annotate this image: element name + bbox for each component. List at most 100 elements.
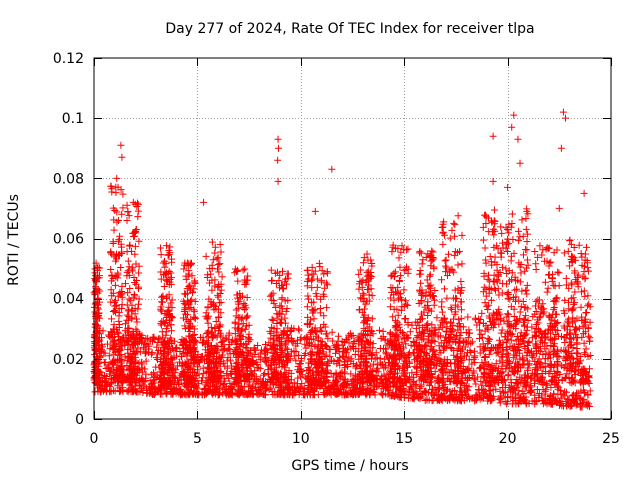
data-point	[149, 382, 157, 390]
data-point	[401, 387, 409, 395]
data-point	[499, 347, 507, 355]
data-point	[566, 399, 574, 407]
data-point	[380, 364, 388, 372]
data-point	[129, 327, 137, 335]
data-point	[268, 315, 276, 323]
data-point	[121, 280, 129, 288]
data-point	[146, 389, 154, 397]
data-point	[207, 323, 215, 331]
data-point	[221, 377, 229, 385]
data-point	[490, 364, 498, 372]
data-point	[480, 345, 488, 353]
data-point	[107, 366, 115, 374]
data-point	[438, 276, 446, 284]
data-point	[407, 383, 415, 391]
data-point	[255, 353, 263, 361]
data-point	[135, 237, 143, 245]
data-point	[464, 313, 472, 321]
data-point	[259, 381, 267, 389]
data-point	[119, 204, 127, 212]
data-point	[470, 369, 478, 377]
data-point	[575, 358, 583, 366]
data-point	[486, 252, 494, 260]
data-point	[249, 391, 257, 399]
data-point	[520, 395, 528, 403]
data-point	[435, 325, 443, 333]
data-point	[382, 375, 390, 383]
data-point	[328, 328, 336, 336]
data-point	[157, 251, 165, 259]
data-point	[504, 294, 512, 302]
data-point	[100, 359, 108, 367]
data-point	[470, 347, 478, 355]
data-point	[294, 362, 302, 370]
data-point	[109, 361, 117, 369]
data-point	[148, 384, 156, 392]
data-point	[249, 357, 257, 365]
data-point	[355, 390, 363, 398]
data-point	[412, 318, 420, 326]
data-point	[411, 393, 419, 401]
data-point	[433, 314, 441, 322]
data-point	[545, 395, 553, 403]
data-point	[107, 266, 115, 274]
data-point	[94, 289, 102, 297]
data-point	[244, 272, 252, 280]
data-point	[261, 356, 269, 364]
data-point	[412, 355, 420, 363]
data-point	[416, 384, 424, 392]
data-point	[404, 245, 412, 253]
data-point	[486, 382, 494, 390]
data-point	[515, 387, 523, 395]
data-point	[100, 372, 108, 380]
data-point	[132, 226, 140, 234]
data-point	[117, 263, 125, 271]
data-point	[107, 286, 115, 294]
data-point	[476, 315, 484, 323]
data-point	[107, 182, 115, 190]
data-point	[379, 391, 387, 399]
data-point	[94, 263, 102, 271]
data-point	[581, 328, 589, 336]
data-point	[146, 389, 154, 397]
data-point	[583, 309, 591, 317]
data-point	[130, 371, 138, 379]
data-point	[376, 344, 384, 352]
data-point	[127, 335, 135, 343]
data-point	[435, 376, 443, 384]
data-point	[341, 376, 349, 384]
data-point	[498, 229, 506, 237]
data-point	[523, 281, 531, 289]
data-point	[352, 385, 360, 393]
data-point	[118, 153, 126, 161]
data-point	[555, 401, 563, 409]
data-point	[569, 294, 577, 302]
data-point	[394, 392, 402, 400]
data-point	[302, 333, 310, 341]
data-point	[481, 244, 489, 252]
data-point	[490, 206, 498, 214]
data-point	[380, 371, 388, 379]
data-point	[125, 325, 133, 333]
data-point	[434, 379, 442, 387]
data-point	[569, 391, 577, 399]
data-point	[301, 350, 309, 358]
data-point	[412, 364, 420, 372]
data-point	[119, 388, 127, 396]
data-point	[518, 216, 526, 224]
data-point	[204, 329, 212, 337]
data-point	[336, 361, 344, 369]
data-point	[334, 332, 342, 340]
data-point	[372, 349, 380, 357]
data-point	[112, 369, 120, 377]
data-point	[466, 347, 474, 355]
data-point	[468, 338, 476, 346]
data-point	[198, 377, 206, 385]
data-point	[560, 249, 568, 257]
data-point	[108, 271, 116, 279]
data-point	[125, 295, 133, 303]
data-point	[309, 387, 317, 395]
data-point	[248, 352, 256, 360]
data-point	[533, 386, 541, 394]
data-point	[559, 390, 567, 398]
